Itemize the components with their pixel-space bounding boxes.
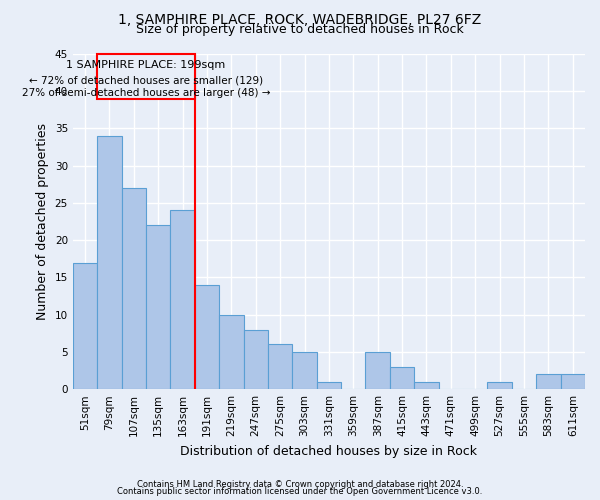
Text: Contains HM Land Registry data © Crown copyright and database right 2024.: Contains HM Land Registry data © Crown c… — [137, 480, 463, 489]
Bar — [560, 374, 585, 389]
Text: 1, SAMPHIRE PLACE, ROCK, WADEBRIDGE, PL27 6FZ: 1, SAMPHIRE PLACE, ROCK, WADEBRIDGE, PL2… — [118, 12, 482, 26]
Bar — [146, 226, 170, 389]
Bar — [97, 54, 195, 98]
Y-axis label: Number of detached properties: Number of detached properties — [36, 123, 49, 320]
Bar — [170, 210, 195, 389]
Bar — [219, 314, 244, 389]
Bar — [122, 188, 146, 389]
Bar — [268, 344, 292, 389]
Bar — [487, 382, 512, 389]
Text: ← 72% of detached houses are smaller (129): ← 72% of detached houses are smaller (12… — [29, 75, 263, 85]
Bar — [195, 285, 219, 389]
Bar — [390, 367, 414, 389]
Bar — [536, 374, 560, 389]
X-axis label: Distribution of detached houses by size in Rock: Distribution of detached houses by size … — [181, 444, 478, 458]
Bar — [414, 382, 439, 389]
Bar — [244, 330, 268, 389]
Text: Size of property relative to detached houses in Rock: Size of property relative to detached ho… — [136, 22, 464, 36]
Bar — [365, 352, 390, 389]
Bar — [317, 382, 341, 389]
Text: 27% of semi-detached houses are larger (48) →: 27% of semi-detached houses are larger (… — [22, 88, 270, 98]
Bar — [73, 262, 97, 389]
Text: 1 SAMPHIRE PLACE: 199sqm: 1 SAMPHIRE PLACE: 199sqm — [67, 60, 226, 70]
Text: Contains public sector information licensed under the Open Government Licence v3: Contains public sector information licen… — [118, 487, 482, 496]
Bar — [292, 352, 317, 389]
Bar — [97, 136, 122, 389]
